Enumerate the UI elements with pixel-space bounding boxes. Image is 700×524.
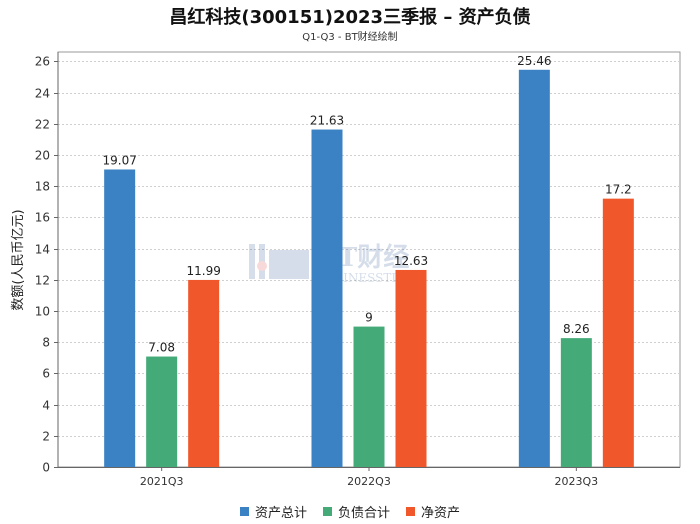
y-tick-label: 8 xyxy=(42,336,50,350)
y-tick-label: 0 xyxy=(42,461,50,475)
y-tick-label: 16 xyxy=(35,211,50,225)
bar xyxy=(560,338,592,467)
y-tick-label: 22 xyxy=(35,118,50,132)
data-label: 19.07 xyxy=(102,153,136,167)
watermark-bar-icon xyxy=(269,250,309,279)
bar xyxy=(353,326,385,467)
legend-label: 负债合计 xyxy=(337,506,390,521)
legend-label: 资产总计 xyxy=(254,506,307,521)
data-label: 7.08 xyxy=(148,341,175,355)
y-tick-label: 20 xyxy=(35,149,50,163)
legend-label: 净资产 xyxy=(421,506,461,521)
data-label: 25.46 xyxy=(517,54,551,68)
legend-swatch xyxy=(239,507,249,516)
y-tick-label: 10 xyxy=(35,305,50,319)
bar xyxy=(311,129,343,467)
data-label: 9 xyxy=(365,311,373,325)
chart-title: 昌红科技(300151)2023三季报 – 资产负债 xyxy=(169,7,531,28)
legend-item: 资产总计 xyxy=(239,502,307,521)
legend: 资产总计 负债合计 净资产 xyxy=(0,502,700,521)
data-label: 11.99 xyxy=(186,264,220,278)
bar xyxy=(104,169,136,468)
legend-swatch xyxy=(406,507,415,516)
y-tick-label: 24 xyxy=(35,87,50,101)
watermark-bar-icon xyxy=(249,244,255,279)
y-tick-label: 2 xyxy=(42,430,50,444)
y-tick-label: 4 xyxy=(42,399,50,413)
x-tick-label: 2022Q3 xyxy=(347,475,391,488)
y-tick-label: 14 xyxy=(35,243,50,257)
bars-layer: 19.07 7.08 11.99 21.63 9 12.63 25.46 8.26 17.2 xyxy=(102,54,634,468)
legend-item: 净资产 xyxy=(406,502,460,521)
bar xyxy=(146,356,178,467)
y-axis-label: 数额(人民币亿元) xyxy=(11,209,26,310)
bar xyxy=(518,69,550,468)
watermark-bar-icon xyxy=(259,244,265,279)
bar xyxy=(188,279,220,467)
x-tick-label: 2023Q3 xyxy=(555,475,599,488)
legend-swatch xyxy=(322,507,332,516)
legend-item: 负债合计 xyxy=(322,502,390,521)
y-tick-label: 18 xyxy=(35,180,50,194)
chart-subtitle: Q1-Q3 - BT财经绘制 xyxy=(302,32,398,43)
bar xyxy=(602,198,634,468)
data-label: 21.63 xyxy=(310,114,344,128)
data-label: 8.26 xyxy=(563,322,590,336)
y-tick-label: 26 xyxy=(35,55,50,69)
y-tick-label: 12 xyxy=(35,274,50,288)
data-label: 12.63 xyxy=(394,254,428,268)
y-tick-label: 6 xyxy=(42,367,50,381)
bar xyxy=(395,269,427,467)
data-label: 17.2 xyxy=(605,183,632,197)
x-tick-label: 2021Q3 xyxy=(140,475,184,488)
watermark-dot-icon xyxy=(257,261,267,271)
